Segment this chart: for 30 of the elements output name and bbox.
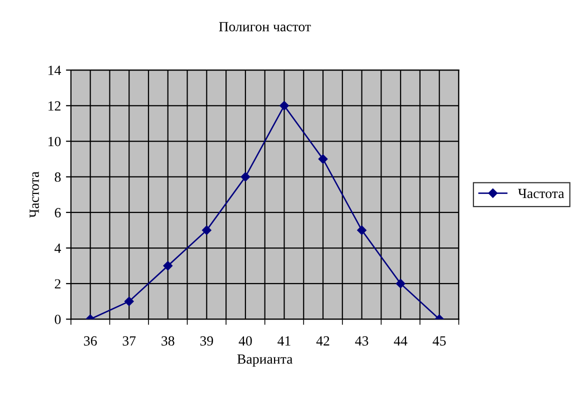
- x-axis-title: Варианта: [237, 354, 293, 367]
- x-tick-label: 40: [238, 336, 252, 346]
- point: [124, 296, 134, 306]
- x-tick-label: 38: [162, 336, 174, 346]
- y-tick-label: 8: [54, 172, 61, 182]
- y-tick-label: 6: [54, 208, 61, 218]
- point: [280, 101, 289, 110]
- y-tick-label: 14: [48, 66, 61, 75]
- point: [163, 261, 173, 270]
- x-tick-label: 41: [278, 336, 290, 346]
- y-tick-label: 10: [48, 136, 61, 146]
- y-tick-label: 4: [54, 244, 61, 253]
- legend-label: Частота: [518, 188, 564, 198]
- x-tick-label: 43: [355, 336, 368, 346]
- point: [357, 226, 366, 235]
- y-tick-label: 12: [48, 101, 60, 110]
- x-tick-label: 39: [200, 336, 214, 346]
- y-tick-label: 2: [54, 279, 60, 288]
- point: [396, 278, 406, 288]
- point: [202, 226, 212, 235]
- point: [240, 172, 250, 182]
- y-tick-label: 0: [54, 314, 61, 324]
- x-tick-label: 36: [84, 336, 97, 346]
- x-tick-label: 42: [316, 336, 330, 346]
- x-tick-label: 44: [394, 336, 408, 346]
- chart-title: Полигон частот: [219, 22, 311, 32]
- x-tick-label: 45: [432, 336, 446, 346]
- point: [318, 154, 328, 164]
- x-tick-label: 37: [122, 336, 136, 346]
- y-axis-title: Частота: [30, 172, 39, 218]
